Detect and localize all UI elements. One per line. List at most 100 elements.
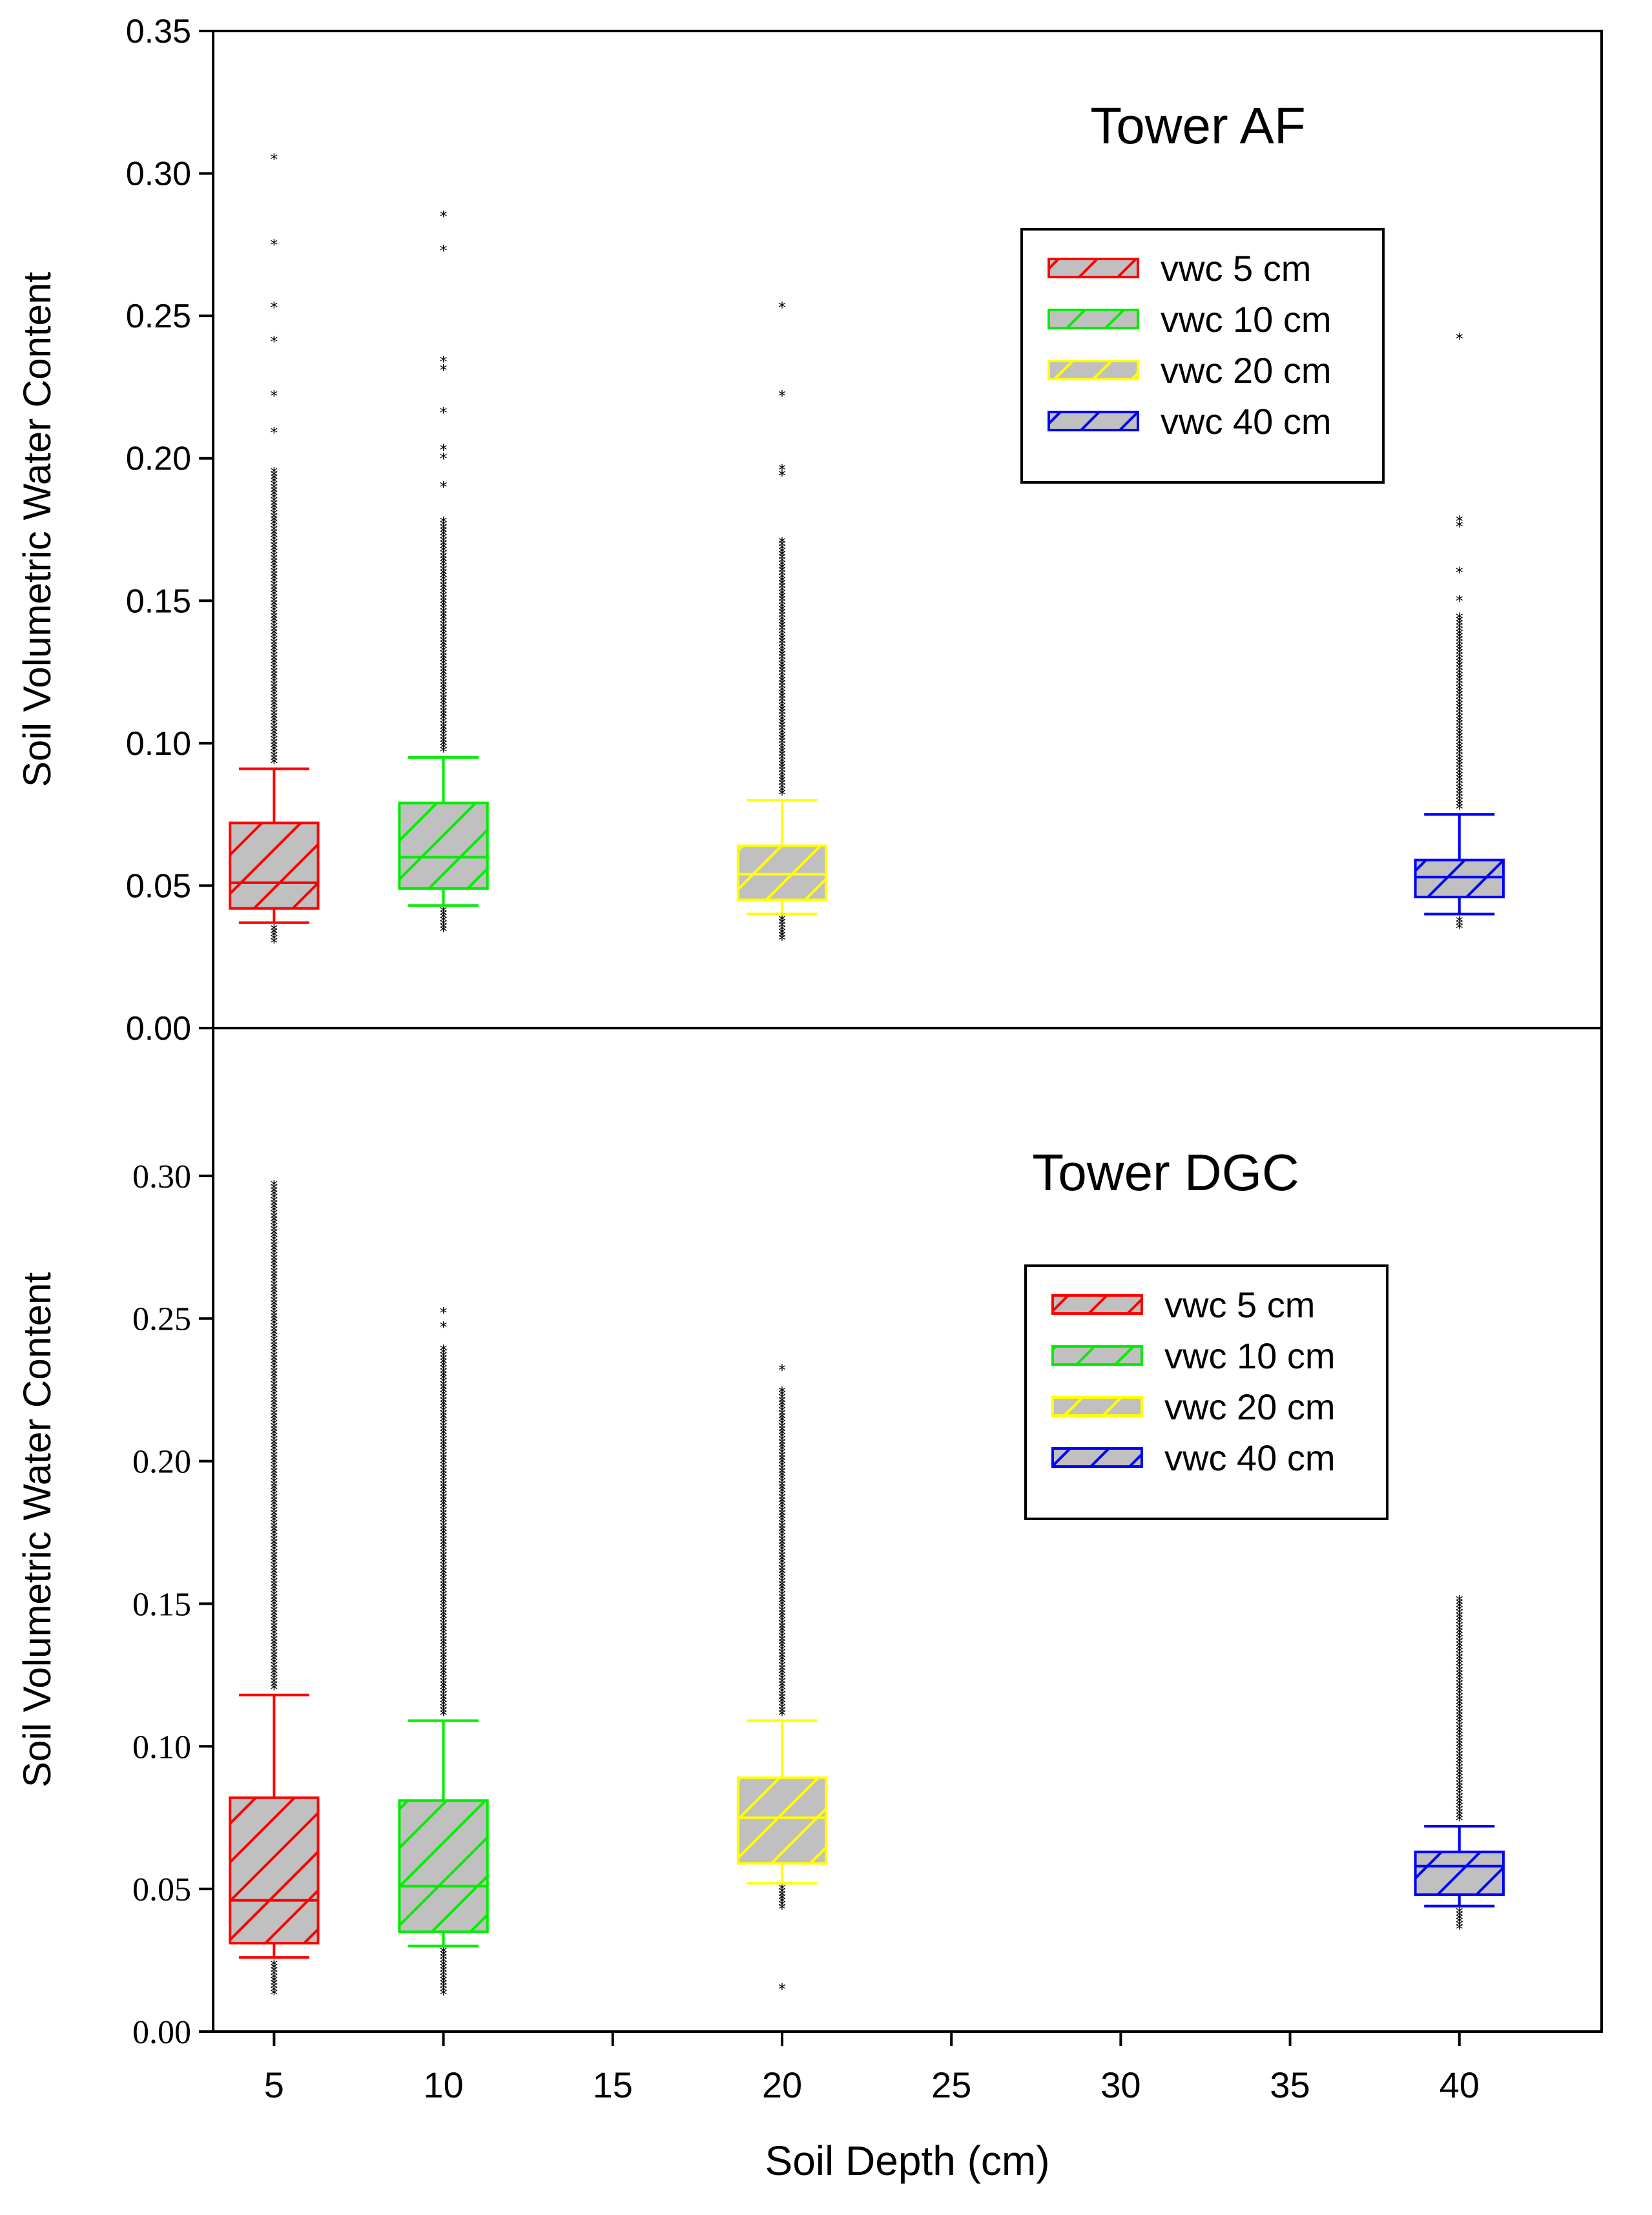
outlier-streak-high: * [271, 473, 278, 491]
outlier-streak-high: * [1456, 622, 1463, 640]
outlier-streak-high: * [778, 640, 786, 658]
outlier-streak-high: * [778, 1645, 786, 1663]
outlier-streak-high: * [778, 1383, 786, 1401]
outlier-streak-high: * [271, 1671, 278, 1689]
outlier-streak-high: * [778, 1609, 786, 1627]
outlier-streak-low: * [271, 921, 278, 939]
outlier-streak-high: * [440, 1687, 448, 1705]
outlier-streak-high: * [440, 707, 448, 725]
box-iqr [736, 1776, 828, 1865]
outlier-streak-high: * [778, 682, 786, 700]
y-axis-label: Soil Volumetric Water Content [15, 1272, 59, 1787]
outlier-streak-high: * [440, 1693, 448, 1711]
outlier-streak-high: * [271, 1393, 278, 1411]
outlier-streak-high: * [271, 583, 278, 601]
outlier-streak-high: * [271, 1277, 278, 1295]
outlier-streak-high: * [440, 646, 448, 664]
outlier-streak-high: * [440, 526, 448, 544]
outlier-streak-high: * [778, 663, 786, 681]
box-vwc-5-cm: ****************************************… [229, 1177, 320, 2004]
outlier-streak-high: * [271, 1215, 278, 1233]
outlier-streak-high: * [271, 567, 278, 585]
outlier-streak-high: * [271, 586, 278, 604]
outlier-streak-high: * [440, 1564, 448, 1582]
outlier-streak-high: * [271, 1538, 278, 1556]
outlier-streak-high: * [1456, 1637, 1463, 1655]
outlier-streak-high: * [778, 1441, 786, 1459]
outlier-streak-high: * [778, 772, 786, 790]
outlier-point: * [1456, 512, 1463, 530]
outlier-streak-high: * [1456, 725, 1463, 743]
panel-1: 0.00 0.05 0.10 0.15 0.20 0.25 0.30 0.35 Soil Vol… [15, 13, 1603, 1047]
outlier-streak-high: * [440, 1538, 448, 1556]
outlier-streak-high: * [778, 724, 786, 742]
outlier-streak-high: * [440, 523, 448, 541]
outlier-streak-high: * [271, 1383, 278, 1401]
outlier-streak-high: * [271, 1257, 278, 1275]
legend-swatch-vwc-10-cm [1051, 1345, 1143, 1366]
outlier-streak-high: * [1456, 699, 1463, 717]
outlier-streak-high: * [440, 704, 448, 722]
outlier-streak-high: * [778, 1603, 786, 1621]
outlier-streak-high: * [271, 1651, 278, 1669]
outlier-streak-high: * [778, 759, 786, 778]
outlier-streak-high: * [440, 1432, 448, 1450]
outlier-streak-high: * [1456, 680, 1463, 698]
outlier-streak-high: * [271, 1635, 278, 1653]
outlier-streak-high: * [778, 1674, 786, 1692]
outlier-streak-high: * [778, 1525, 786, 1543]
outlier-streak-high: * [1456, 783, 1463, 801]
outlier-streak-low: * [440, 1973, 448, 1991]
outlier-streak-high: * [1456, 1634, 1463, 1652]
outlier-streak-high: * [271, 648, 278, 666]
outlier-streak-high: * [778, 1545, 786, 1563]
outlier-streak-high: * [1456, 1747, 1463, 1765]
legend-label-vwc-5-cm: vwc 5 cm [1164, 1284, 1315, 1325]
outlier-streak-high: * [778, 1435, 786, 1453]
outlier-streak-high: * [440, 701, 448, 719]
outlier-streak-high: * [271, 1296, 278, 1314]
outlier-streak-high: * [778, 611, 786, 629]
legend: vwc 5 cm vwc 10 cm vwc 20 cm vwc 40 cm [1020, 228, 1385, 484]
outlier-streak-high: * [440, 1541, 448, 1560]
outlier-streak-high: * [440, 546, 448, 564]
outlier-streak-high: * [271, 1309, 278, 1327]
outlier-streak-high: * [271, 1677, 278, 1695]
outlier-streak-low: * [271, 1960, 278, 1978]
box-vwc-40-cm: ****************************************… [1414, 1592, 1505, 1938]
x-tick-label: 10 [423, 2065, 463, 2105]
outlier-streak-high: * [778, 675, 786, 694]
outlier-streak-high: * [778, 1642, 786, 1660]
outlier-streak-high: * [778, 566, 786, 584]
outlier-streak-high: * [271, 657, 278, 675]
outlier-streak-high: * [271, 732, 278, 750]
outlier-streak-high: * [271, 1209, 278, 1227]
outlier-streak-high: * [778, 646, 786, 664]
outlier-streak-high: * [271, 551, 278, 569]
outlier-streak-high: * [778, 1596, 786, 1614]
outlier-streak-high: * [440, 1428, 448, 1447]
outlier-streak-high: * [271, 1535, 278, 1553]
outlier-streak-high: * [778, 1535, 786, 1553]
outlier-streak-low: * [271, 1976, 278, 1994]
outlier-streak-high: * [440, 685, 448, 703]
outlier-streak-high: * [440, 1593, 448, 1611]
outlier-streak-high: * [271, 509, 278, 527]
outlier-streak-high: * [271, 1180, 278, 1198]
outlier-point: * [778, 387, 786, 405]
outlier-streak-high: * [271, 1270, 278, 1288]
outlier-streak-high: * [1456, 745, 1463, 763]
outlier-streak-high: * [271, 1496, 278, 1514]
outlier-streak-high: * [271, 1219, 278, 1237]
outlier-streak-high: * [778, 1580, 786, 1598]
outlier-streak-high: * [1456, 1776, 1463, 1794]
outlier-streak-high: * [1456, 761, 1463, 779]
outlier-streak-high: * [1456, 767, 1463, 785]
outlier-streak-high: * [271, 1196, 278, 1214]
outlier-point: * [271, 424, 278, 442]
outlier-streak-high: * [778, 1425, 786, 1443]
outlier-streak-low: * [440, 1953, 448, 1972]
outlier-streak-high: * [271, 1312, 278, 1330]
legend-label-vwc-10-cm: vwc 10 cm [1164, 1335, 1336, 1376]
outlier-streak-low: * [440, 1976, 448, 1994]
